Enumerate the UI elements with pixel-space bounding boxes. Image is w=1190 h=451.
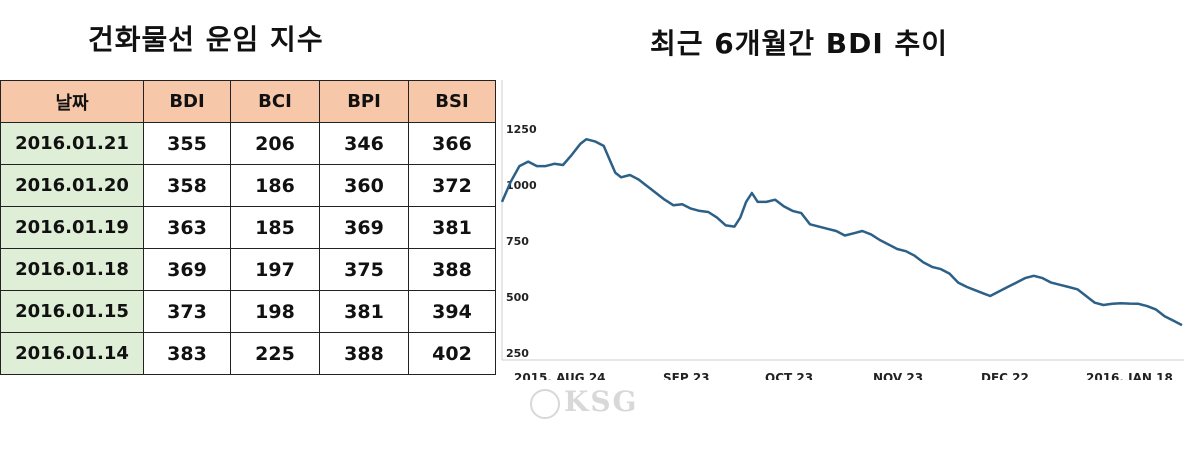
cell-bsi: 402 — [408, 332, 496, 375]
y-tick-label: 250 — [506, 347, 529, 360]
cell-bpi: 346 — [319, 122, 409, 165]
header-bsi: BSI — [408, 80, 496, 123]
header-bci: BCI — [230, 80, 320, 123]
y-tick-label: 750 — [506, 235, 529, 248]
y-tick-label: 1250 — [506, 123, 537, 136]
table-row: 2016.01.18 369 197 375 388 — [0, 248, 496, 291]
cell-bpi: 360 — [319, 164, 409, 207]
cell-bsi: 381 — [408, 206, 496, 249]
x-tick-label: DEC 22 — [981, 371, 1029, 380]
x-tick-label: 2016. JAN 18 — [1086, 371, 1173, 380]
cell-bpi: 375 — [319, 248, 409, 291]
cell-bpi: 388 — [319, 332, 409, 375]
cell-bsi: 388 — [408, 248, 496, 291]
header-date: 날짜 — [0, 80, 144, 123]
y-tick-label: 500 — [506, 291, 529, 304]
table-row: 2016.01.14 383 225 388 402 — [0, 332, 496, 375]
cell-bdi: 373 — [143, 290, 231, 333]
ksg-watermark: KSG — [530, 385, 638, 419]
table-row: 2016.01.20 358 186 360 372 — [0, 164, 496, 207]
watermark-text: KSG — [564, 385, 639, 418]
cell-bci: 198 — [230, 290, 320, 333]
ksg-logo-icon — [530, 388, 560, 419]
x-tick-label: OCT 23 — [765, 371, 813, 380]
table-row: 2016.01.15 373 198 381 394 — [0, 290, 496, 333]
row-date: 2016.01.21 — [0, 122, 144, 165]
bdi-series-line — [500, 137, 1183, 327]
cell-bci: 206 — [230, 122, 320, 165]
cell-bci: 225 — [230, 332, 320, 375]
cell-bpi: 381 — [319, 290, 409, 333]
cell-bdi: 355 — [143, 122, 231, 165]
cell-bdi: 358 — [143, 164, 231, 207]
table-row: 2016.01.19 363 185 369 381 — [0, 206, 496, 249]
header-bdi: BDI — [143, 80, 231, 123]
table-title: 건화물선 운임 지수 — [88, 23, 324, 56]
row-date: 2016.01.15 — [0, 290, 144, 333]
row-date: 2016.01.19 — [0, 206, 144, 249]
cell-bpi: 369 — [319, 206, 409, 249]
cell-bdi: 369 — [143, 248, 231, 291]
table-header-row: 날짜 BDI BCI BPI BSI — [0, 80, 496, 123]
y-tick-label: 1000 — [506, 179, 537, 192]
bdi-line-chart-svg: 1250 1000 750 500 250 2015. AUG 24 SEP 23 OCT 2… — [500, 80, 1184, 380]
cell-bci: 197 — [230, 248, 320, 291]
cell-bdi: 363 — [143, 206, 231, 249]
cell-bci: 185 — [230, 206, 320, 249]
row-date: 2016.01.18 — [0, 248, 144, 291]
x-tick-label: SEP 23 — [663, 371, 710, 380]
row-date: 2016.01.20 — [0, 164, 144, 207]
freight-index-table: 날짜 BDI BCI BPI BSI 2016.01.21 355 206 34… — [0, 80, 496, 375]
chart-title: 최근 6개월간 BDI 추이 — [650, 27, 949, 60]
table-row: 2016.01.21 355 206 346 366 — [0, 122, 496, 165]
cell-bci: 186 — [230, 164, 320, 207]
row-date: 2016.01.14 — [0, 332, 144, 375]
cell-bsi: 372 — [408, 164, 496, 207]
cell-bdi: 383 — [143, 332, 231, 375]
x-tick-label: 2015. AUG 24 — [514, 371, 606, 380]
cell-bsi: 366 — [408, 122, 496, 165]
cell-bsi: 394 — [408, 290, 496, 333]
x-tick-label: NOV 23 — [873, 371, 923, 380]
bdi-chart: 1250 1000 750 500 250 2015. AUG 24 SEP 23 OCT 2… — [496, 80, 1186, 380]
header-bpi: BPI — [319, 80, 409, 123]
